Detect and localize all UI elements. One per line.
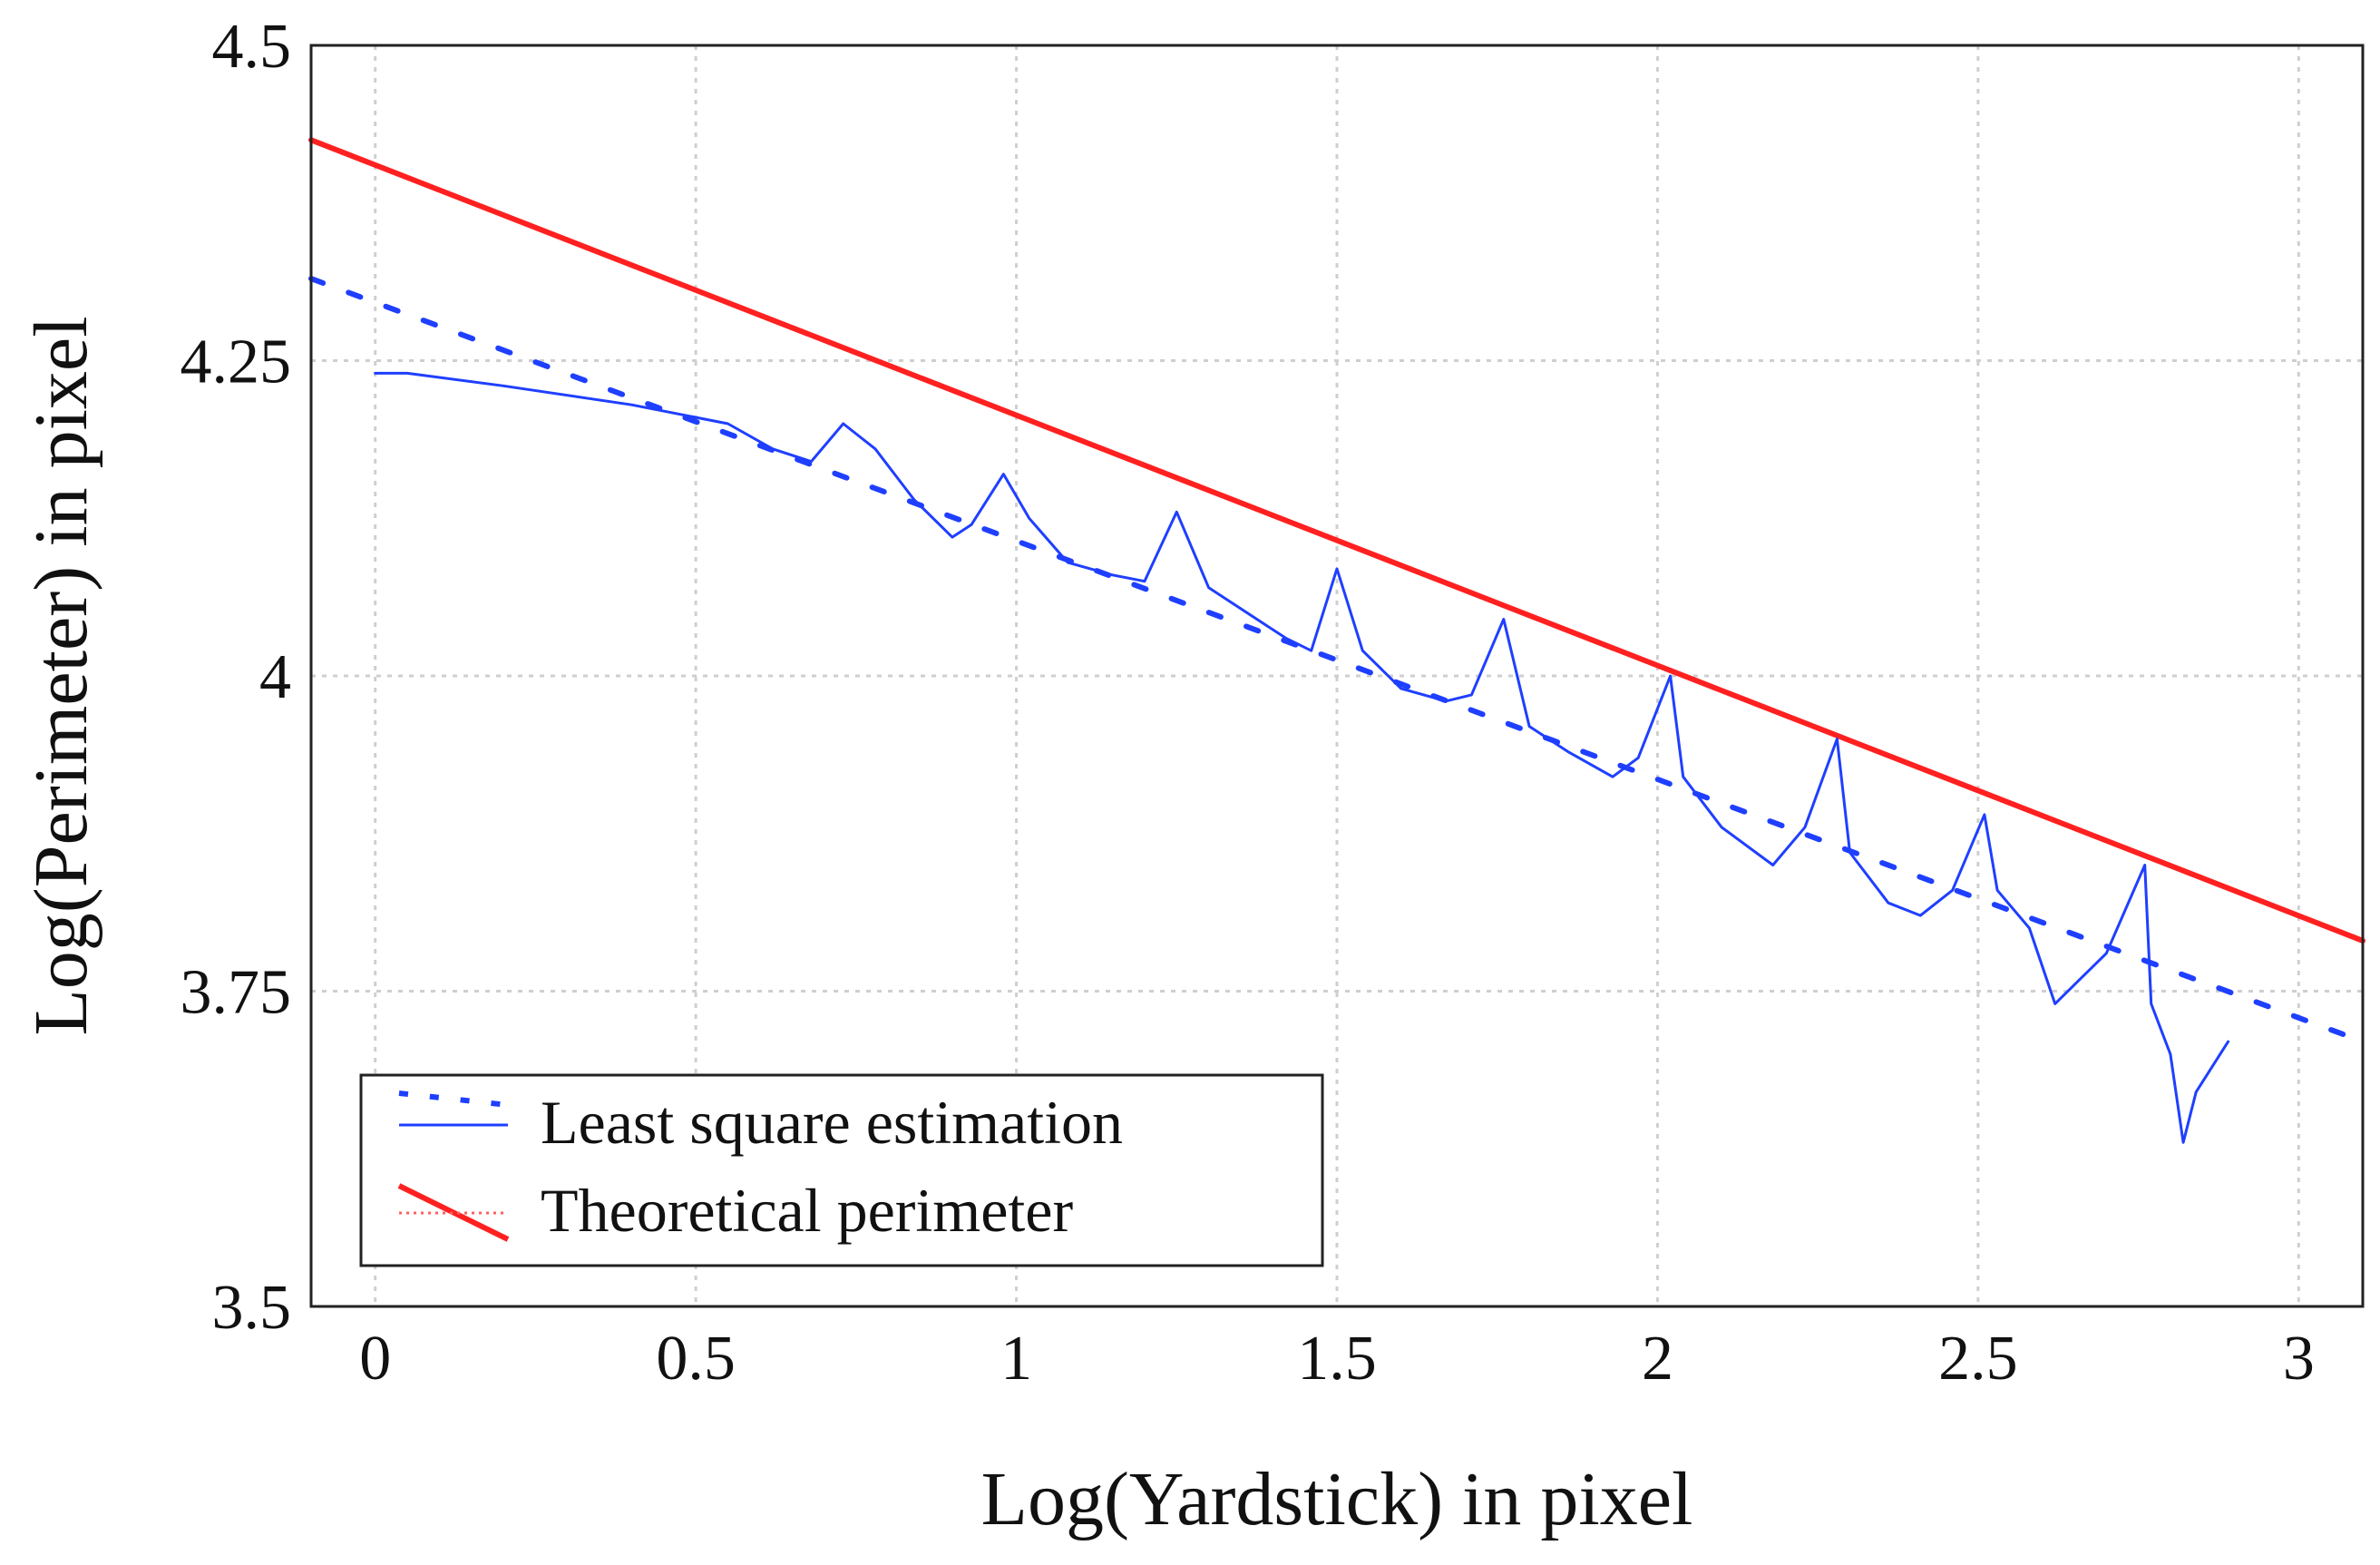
y-axis-ticks: 3.5 3.75 4 4.25 4.5 — [180, 12, 292, 1343]
x-tick-label: 0.5 — [656, 1324, 736, 1394]
series-layer — [308, 137, 2365, 1144]
legend-label-theoretical: Theoretical perimeter — [541, 1176, 1073, 1245]
legend-label-least-square: Least square estimation — [541, 1088, 1123, 1157]
legend-swatch-least-square — [398, 1091, 509, 1127]
legend-box — [359, 1073, 1324, 1267]
x-tick-label: 0 — [359, 1324, 391, 1394]
x-axis-title: Log(Yardstick) in pixel — [981, 1457, 1693, 1541]
x-axis-ticks: 0 0.5 1 1.5 2 2.5 3 — [359, 1324, 2315, 1394]
y-tick-label: 4.5 — [212, 12, 292, 82]
least-square-measured-line — [374, 371, 2230, 1144]
least-square-fit-line — [308, 276, 2365, 1045]
legend-swatch-theoretical-solid — [397, 1183, 510, 1242]
y-axis-title: Log(Perimeter) in pixel — [19, 316, 103, 1035]
plot-frame — [309, 44, 2365, 1308]
y-tick-label: 4 — [259, 642, 291, 712]
y-tick-label: 3.75 — [180, 958, 292, 1028]
x-tick-label: 1 — [1000, 1324, 1032, 1394]
x-tick-label: 3 — [2283, 1324, 2315, 1394]
y-tick-label: 3.5 — [212, 1273, 292, 1343]
legend: Least square estimation Theoretical peri… — [359, 1073, 1324, 1267]
legend-swatch-theoretical — [397, 1183, 510, 1242]
x-tick-label: 2 — [1642, 1324, 1673, 1394]
x-tick-label: 2.5 — [1938, 1324, 2018, 1394]
x-tick-label: 1.5 — [1297, 1324, 1377, 1394]
theoretical-perimeter-line — [308, 137, 2365, 944]
y-tick-label: 4.25 — [180, 328, 292, 397]
